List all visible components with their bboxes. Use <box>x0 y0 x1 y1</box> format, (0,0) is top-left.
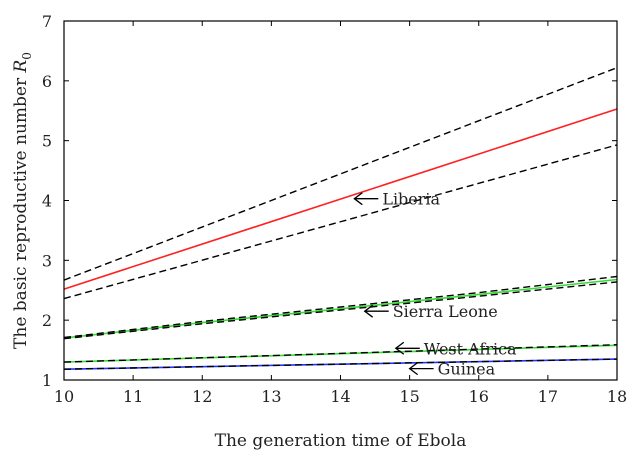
y-tick-label: 3 <box>42 251 52 270</box>
annotation-label: Liberia <box>382 190 440 209</box>
y-axis-title-subscript: 0 <box>20 52 34 60</box>
liberia-line <box>63 108 618 290</box>
x-tick-label: 10 <box>54 387 74 406</box>
annotation-label: Guinea <box>438 360 496 379</box>
annotation-guinea: Guinea <box>408 360 496 379</box>
annotation-label: West Africa <box>424 339 517 358</box>
y-ticks: 1 2 3 4 5 6 7 <box>42 12 617 390</box>
y-tick-label: 2 <box>42 311 52 330</box>
y-axis-title-symbol: R <box>11 59 31 73</box>
annotations: Liberia Sierra Leone West Africa Guinea <box>353 190 517 379</box>
x-tick-label: 12 <box>192 387 212 406</box>
dashed-bound-line-4 <box>63 275 618 339</box>
y-tick-label: 1 <box>42 371 52 390</box>
y-axis-title-text: The basic reproductive number <box>11 72 31 348</box>
dashed-bound-line-9 <box>63 358 618 370</box>
annotation-sierra-leone: Sierra Leone <box>363 302 498 321</box>
annotation-arrow <box>363 304 389 318</box>
y-tick-label: 4 <box>42 192 52 211</box>
dashed-bound-line-2 <box>63 144 618 300</box>
annotation-label: Sierra Leone <box>393 302 498 321</box>
dashed-bound-line-7 <box>63 344 618 363</box>
annotation-liberia: Liberia <box>353 190 441 209</box>
dashed-bound-line-5 <box>63 281 618 340</box>
annotation-arrow <box>408 362 434 376</box>
y-axis-title: The basic reproductive number R0 <box>11 52 34 349</box>
x-tick-label: 16 <box>469 387 489 406</box>
x-tick-label: 15 <box>399 387 419 406</box>
x-tick-label: 18 <box>607 387 627 406</box>
x-tick-label: 14 <box>330 387 350 406</box>
y-tick-label: 6 <box>42 72 52 91</box>
plot-frame <box>63 20 618 381</box>
sierra-leone-line <box>63 278 618 339</box>
x-tick-label: 13 <box>261 387 281 406</box>
y-tick-label: 5 <box>42 132 52 151</box>
dashed-bound-line-1 <box>63 67 618 281</box>
y-tick-label: 7 <box>42 12 52 31</box>
annotation-arrow <box>353 192 379 206</box>
x-ticks: 10 11 12 13 14 15 16 17 18 <box>54 21 627 406</box>
x-tick-label: 17 <box>538 387 558 406</box>
annotation-arrow <box>394 341 420 355</box>
x-axis-title: The generation time of Ebola <box>215 431 467 451</box>
annotation-west-africa: West Africa <box>394 339 517 358</box>
plot-series <box>63 67 618 370</box>
x-tick-label: 11 <box>123 387 143 406</box>
